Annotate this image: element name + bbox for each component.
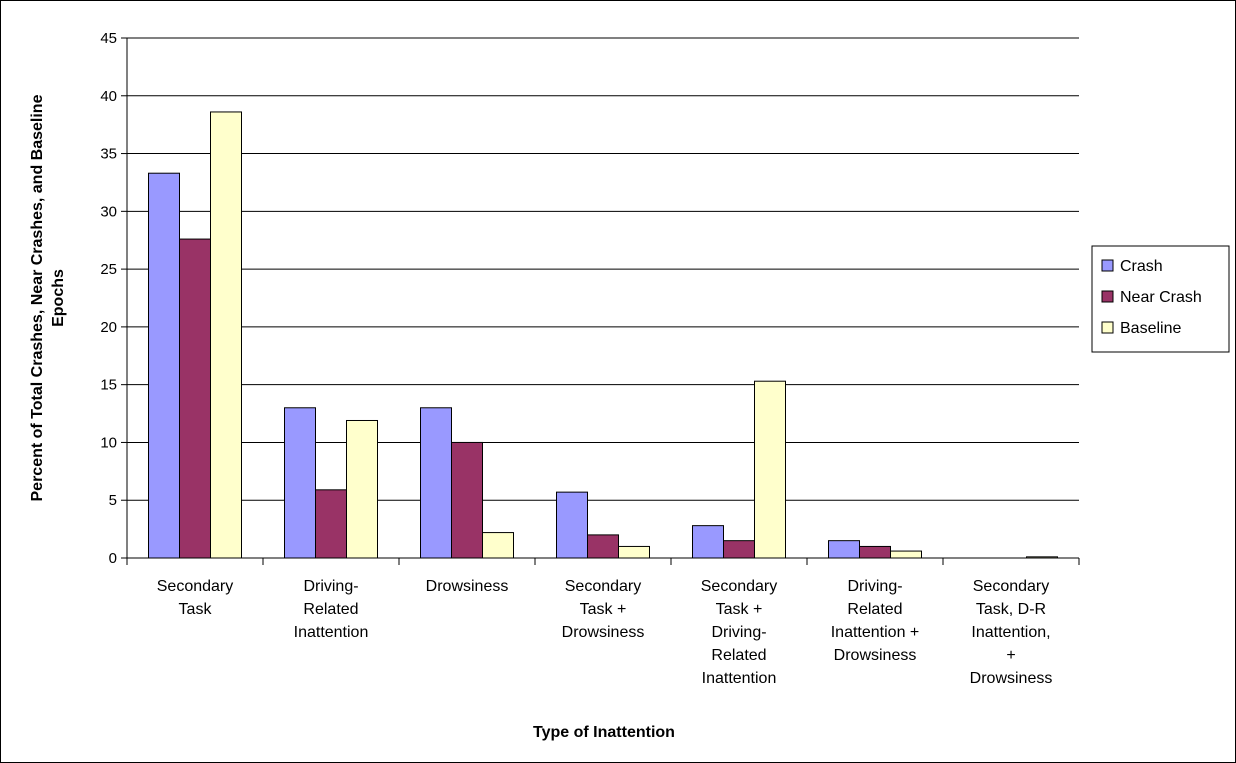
y-tick-label: 45 xyxy=(100,30,117,47)
legend-swatch xyxy=(1101,321,1114,334)
y-tick-label: 30 xyxy=(100,203,117,220)
x-category-label-line: Task, D-R xyxy=(976,601,1046,618)
y-axis-title-line: Epochs xyxy=(50,269,67,327)
bar-crash xyxy=(420,407,452,559)
x-category-label-line: Related xyxy=(303,601,358,618)
x-category-label: Secondary Task xyxy=(157,578,234,618)
bar-baseline xyxy=(890,550,922,559)
bar-near-crash xyxy=(451,441,483,559)
bar-near-crash xyxy=(179,238,211,559)
bar-crash xyxy=(148,172,180,559)
bar-baseline xyxy=(618,545,650,559)
y-tick-label: 35 xyxy=(100,146,117,163)
bar-baseline xyxy=(754,380,786,559)
x-category-label-line: Inattention, xyxy=(971,624,1050,641)
y-tick-label: 20 xyxy=(100,319,117,336)
x-category-label-line: + xyxy=(1006,647,1015,664)
x-category-label-line: Inattention + xyxy=(831,624,920,641)
x-category-label-line: Inattention xyxy=(294,624,369,641)
legend-swatch xyxy=(1101,290,1114,303)
x-category-label: Secondary Task + Drowsiness xyxy=(562,578,645,641)
bar-near-crash xyxy=(723,540,755,559)
x-category-label-line: Related xyxy=(711,647,766,664)
axes xyxy=(121,37,1080,565)
x-category-label-line: Drowsiness xyxy=(562,624,645,641)
y-tick-label: 10 xyxy=(100,434,117,451)
bar-crash xyxy=(556,491,588,559)
x-category-label-line: Task + xyxy=(580,601,627,618)
y-tick-label: 15 xyxy=(100,377,117,394)
x-category-label-line: Task + xyxy=(716,601,763,618)
bar-baseline xyxy=(482,532,514,559)
x-category-label-line: Secondary xyxy=(565,578,642,595)
x-category-label-line: Driving- xyxy=(711,624,766,641)
x-category-label-line: Related xyxy=(847,601,902,618)
bar-near-crash xyxy=(315,489,347,559)
gridlines xyxy=(127,37,1079,501)
x-category-label-line: Drowsiness xyxy=(426,578,509,595)
x-category-label: Secondary Task, D-R Inattention, + Drowsines… xyxy=(970,578,1053,687)
x-category-label-line: Secondary xyxy=(701,578,778,595)
y-tick-label: 25 xyxy=(100,261,117,278)
x-category-label-line: Task xyxy=(179,601,213,618)
legend-box xyxy=(1091,245,1230,353)
x-category-label: Driving- Related Inattention xyxy=(294,578,369,641)
y-tick-label: 0 xyxy=(109,550,117,567)
x-category-label-line: Driving- xyxy=(847,578,902,595)
x-category-label-line: Driving- xyxy=(303,578,358,595)
bar-near-crash xyxy=(859,545,891,559)
bar-crash xyxy=(828,540,860,559)
x-category-label-line: Drowsiness xyxy=(970,670,1053,687)
y-axis-title: Percent of Total Crashes, Near Crashes, … xyxy=(29,94,67,501)
x-category-label: Secondary Task + Driving- Related Inattentio… xyxy=(701,578,778,687)
x-category-label-line: Secondary xyxy=(157,578,234,595)
legend-label: Crash xyxy=(1120,258,1163,275)
bar-crash xyxy=(692,525,724,559)
x-category-label: Driving- Related Inattention + Drowsiness xyxy=(831,578,920,664)
bar-baseline xyxy=(346,419,378,559)
x-category-label-line: Inattention xyxy=(702,670,777,687)
y-tick-label: 40 xyxy=(100,88,117,105)
y-tick-labels: 0 5 10 15 20 25 30 35 40 45 xyxy=(100,30,117,567)
y-tick-label: 5 xyxy=(109,492,117,509)
bars xyxy=(148,111,1058,559)
legend: Crash Near Crash Baseline xyxy=(1091,245,1230,353)
bar-near-crash xyxy=(587,534,619,559)
legend-label: Baseline xyxy=(1120,320,1181,337)
x-axis-title: Type of Inattention xyxy=(533,724,675,741)
legend-label: Near Crash xyxy=(1120,289,1202,306)
x-category-label-line: Secondary xyxy=(973,578,1050,595)
bar-crash xyxy=(284,407,316,559)
y-axis-title-line: Percent of Total Crashes, Near Crashes, … xyxy=(29,94,46,501)
y-axis-title-text: Percent of Total Crashes, Near Crashes, … xyxy=(29,94,67,501)
x-category-label: Drowsiness xyxy=(426,578,509,595)
legend-swatch xyxy=(1101,259,1114,272)
x-category-label-line: Drowsiness xyxy=(834,647,917,664)
bar-baseline xyxy=(210,111,242,559)
